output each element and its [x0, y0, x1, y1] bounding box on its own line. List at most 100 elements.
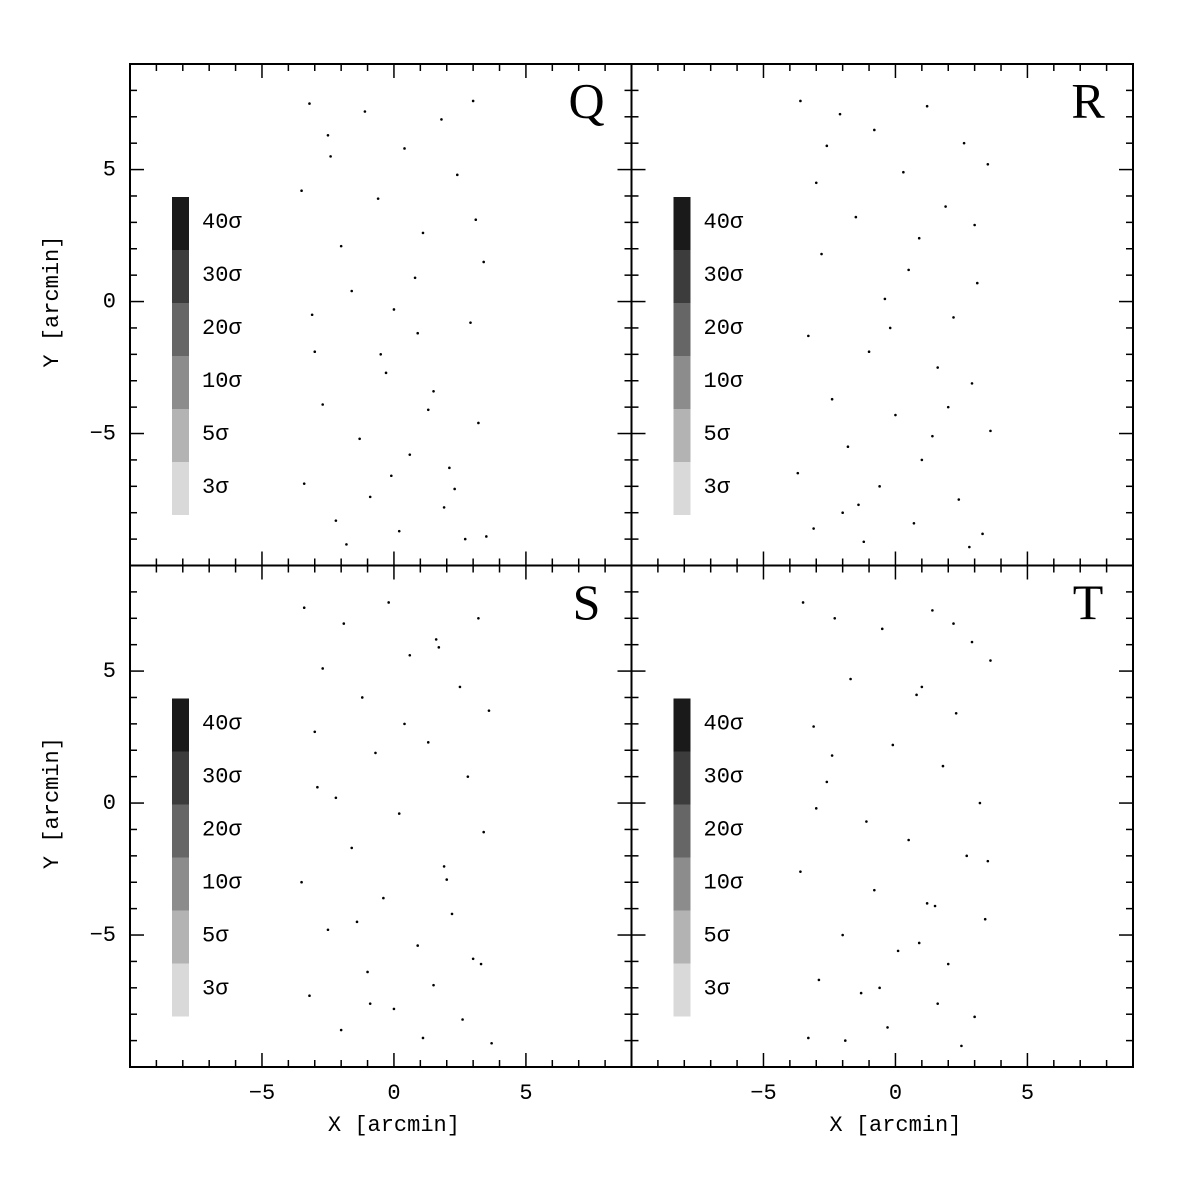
point: [936, 1002, 939, 1005]
point: [957, 498, 961, 501]
legend-swatch: [673, 303, 691, 356]
legend-label: 40σ: [202, 711, 242, 736]
point: [432, 983, 435, 987]
point: [437, 646, 441, 649]
point: [807, 1036, 810, 1040]
point: [838, 112, 842, 116]
point: [968, 545, 971, 549]
point: [970, 382, 974, 385]
point: [387, 601, 390, 604]
point: [960, 1044, 963, 1048]
y-tick-label: 0: [103, 791, 116, 816]
point: [300, 189, 303, 192]
point: [342, 622, 346, 625]
point: [965, 854, 969, 858]
point: [817, 978, 821, 982]
y-tick-label: −5: [90, 421, 116, 446]
point: [432, 389, 435, 393]
point: [907, 838, 910, 842]
legend-label: 3σ: [704, 475, 731, 500]
legend-swatch: [673, 751, 691, 805]
point: [308, 102, 311, 105]
legend-label: 3σ: [202, 976, 229, 1001]
x-tick-label: 0: [387, 1081, 400, 1106]
point: [878, 485, 881, 488]
legend-label: 10σ: [202, 870, 242, 895]
point: [946, 405, 950, 409]
point: [471, 957, 475, 961]
point: [799, 870, 802, 873]
point: [986, 859, 990, 863]
point: [962, 141, 966, 145]
point: [490, 1041, 493, 1045]
point: [820, 252, 823, 256]
point: [482, 830, 485, 834]
legend-swatch: [673, 804, 691, 858]
point: [862, 540, 866, 544]
point: [941, 764, 945, 768]
point: [867, 350, 871, 354]
point: [807, 334, 810, 338]
point: [933, 904, 937, 908]
y-axis-label: Y [arcmin]: [40, 737, 65, 869]
point: [469, 321, 472, 324]
point: [442, 506, 446, 509]
y-tick-label: 0: [103, 289, 116, 314]
point: [403, 147, 406, 150]
point: [865, 820, 868, 823]
point: [812, 527, 815, 530]
point: [907, 268, 910, 272]
legend-label: 20σ: [202, 316, 242, 341]
point: [358, 437, 361, 441]
x-tick-label: 5: [519, 1081, 532, 1106]
point: [888, 326, 892, 330]
point: [300, 880, 303, 884]
point: [326, 133, 330, 137]
point: [482, 260, 485, 264]
legend-swatch: [673, 462, 691, 515]
point: [931, 609, 934, 612]
point: [426, 408, 430, 412]
y-axis-label: Y [arcmin]: [40, 236, 65, 368]
legend-swatch: [673, 250, 691, 303]
legend-swatch: [673, 698, 691, 752]
legend-swatch: [673, 356, 691, 409]
legend-label: 30σ: [202, 764, 242, 789]
point: [917, 941, 921, 945]
point: [814, 181, 818, 185]
legend-swatch: [172, 751, 189, 805]
point: [981, 532, 984, 536]
point: [382, 896, 385, 900]
point: [458, 685, 462, 689]
point: [379, 353, 383, 356]
point: [812, 725, 815, 728]
legend-label: 20σ: [202, 817, 242, 842]
point: [345, 543, 348, 546]
panel-label: Q: [568, 72, 604, 128]
point: [891, 743, 895, 747]
point: [455, 173, 459, 177]
point: [843, 1039, 847, 1042]
point: [440, 118, 443, 121]
point: [902, 170, 905, 174]
point: [397, 529, 401, 533]
legend-swatch: [172, 303, 189, 356]
point: [894, 413, 897, 417]
x-tick-label: 0: [889, 1081, 902, 1106]
point: [313, 730, 317, 734]
point: [986, 163, 990, 166]
point: [448, 466, 451, 470]
point: [833, 616, 837, 620]
point: [463, 537, 467, 541]
panel: 40σ 30σ 20σ 10σ 5σ 3σ −5 0 5 −5 0 5 S X [arcmin] Y [ar…: [40, 564, 633, 1138]
point: [403, 722, 406, 726]
point: [416, 331, 420, 335]
x-axis-label: X [arcmin]: [829, 1113, 961, 1138]
point: [970, 640, 974, 644]
point: [350, 289, 354, 293]
point: [442, 865, 446, 868]
point: [376, 197, 380, 200]
panel: 40σ 30σ 20σ 10σ 5σ 3σ −5 0 5 T X [arcmin]: [630, 564, 1134, 1138]
point: [310, 313, 314, 317]
point: [471, 99, 475, 103]
